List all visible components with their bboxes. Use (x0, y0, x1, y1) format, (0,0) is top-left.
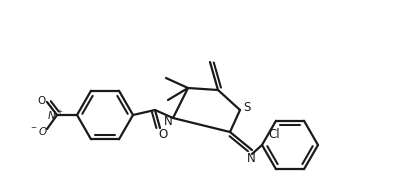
Text: Cl: Cl (268, 128, 280, 141)
Text: S: S (243, 101, 251, 113)
Text: O: O (37, 96, 45, 106)
Text: N: N (247, 152, 255, 164)
Text: O: O (158, 129, 168, 142)
Text: N: N (164, 114, 172, 128)
Text: $N^+$: $N^+$ (47, 108, 65, 122)
Text: $^-O$: $^-O$ (29, 125, 48, 137)
